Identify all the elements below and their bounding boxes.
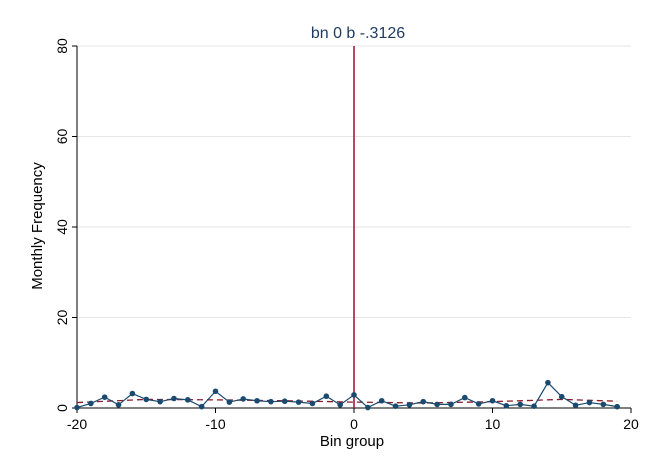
tick-labels: 0 20 40 60 80 -20 -10 0 10 20 [54, 38, 639, 432]
series-line [76, 381, 618, 409]
data-point-20 [351, 392, 357, 398]
data-point-21 [365, 404, 371, 411]
data-point-29 [475, 401, 482, 407]
data-point-5 [143, 396, 150, 403]
data-point-34 [545, 379, 551, 386]
series [74, 46, 620, 411]
data-point-22 [378, 397, 385, 404]
data-point-7 [171, 395, 177, 402]
data-point-35 [558, 393, 565, 400]
data-point-31 [503, 402, 510, 409]
data-point-16 [295, 399, 302, 405]
x-tick-label-2: 0 [350, 416, 358, 432]
chart-title: bn 0 b -.3126 [311, 25, 405, 42]
data-point-8 [185, 397, 191, 403]
data-point-4 [129, 390, 136, 397]
data-point-23 [392, 403, 399, 409]
x-tick-label-4: 20 [623, 416, 639, 432]
data-point-10 [212, 388, 219, 395]
data-point-15 [281, 398, 288, 405]
y-axis-title: Monthly Frequency [29, 162, 46, 290]
data-point-32 [517, 401, 523, 408]
data-point-24 [406, 402, 413, 408]
y-tick-label-4: 80 [54, 38, 70, 54]
data-point-11 [226, 399, 233, 405]
data-point-1 [88, 400, 94, 407]
data-point-38 [600, 401, 607, 408]
data-point-12 [240, 396, 246, 402]
data-point-36 [572, 402, 579, 409]
data-point-14 [268, 398, 274, 405]
data-point-33 [531, 403, 537, 409]
data-point-39 [614, 403, 620, 410]
data-point-2 [101, 394, 108, 400]
x-tick-label-3: 10 [485, 416, 501, 432]
x-axis-title: Bin group [320, 433, 384, 450]
data-point-37 [586, 399, 593, 406]
data-point-27 [448, 401, 454, 408]
y-tick-label-3: 60 [54, 129, 70, 145]
data-point-6 [157, 398, 163, 405]
data-point-26 [434, 401, 440, 408]
data-point-30 [489, 397, 496, 404]
x-tick-label-0: -20 [67, 416, 87, 432]
x-tick-label-1: -10 [205, 416, 225, 432]
y-tick-label-1: 20 [54, 310, 70, 326]
data-point-13 [254, 397, 260, 404]
y-tick-label-0: 0 [54, 404, 70, 412]
data-point-17 [309, 400, 316, 407]
data-point-9 [198, 403, 205, 410]
data-point-25 [420, 398, 427, 405]
data-point-0 [74, 404, 80, 411]
data-point-19 [337, 402, 343, 408]
y-tick-label-2: 40 [54, 219, 70, 235]
data-point-3 [115, 402, 122, 408]
data-point-18 [323, 393, 330, 400]
data-point-28 [462, 394, 468, 401]
